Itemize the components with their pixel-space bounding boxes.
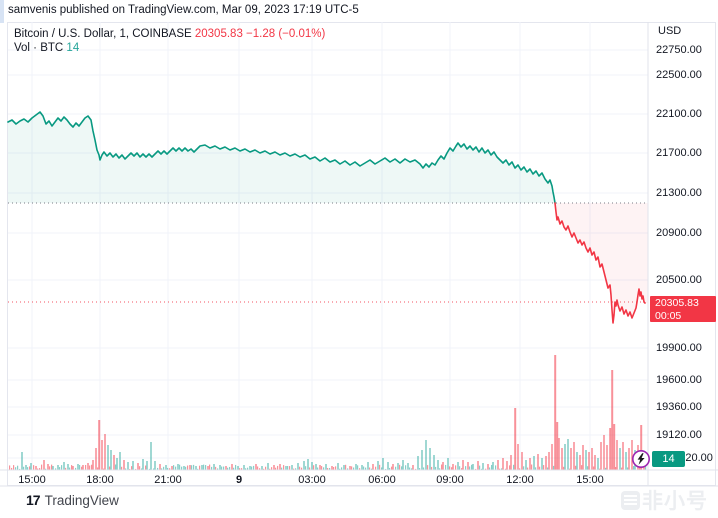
legend-volume-row: Vol · BTC 14	[14, 41, 325, 55]
legend-last-price: 20305.83	[194, 28, 243, 40]
price-axis-label: 22500.00	[656, 69, 702, 81]
price-axis-label: 20900.00	[656, 227, 702, 239]
legend-symbol-row: Bitcoin / U.S. Dollar, 1, COINBASE 20305…	[14, 27, 325, 41]
price-axis-label: 20500.00	[656, 274, 702, 286]
price-axis-label: 19360.00	[656, 401, 702, 413]
price-axis-label: 19900.00	[656, 342, 702, 354]
time-axis-label: 12:00	[506, 474, 534, 486]
tradingview-brand: TradingView	[44, 492, 119, 508]
chart-legend: Bitcoin / U.S. Dollar, 1, COINBASE 20305…	[14, 27, 325, 55]
time-axis-label: 15:00	[18, 474, 46, 486]
feixiaohao-watermark: 非小号	[621, 485, 708, 515]
tradingview-logo-icon: 17	[26, 492, 41, 508]
time-axis-label: 9	[235, 474, 243, 486]
time-axis-label: 15:00	[576, 474, 604, 486]
time-axis-label: 03:00	[298, 474, 326, 486]
legend-change: −1.28 (−0.01%)	[246, 28, 326, 40]
volume-label: Vol · BTC	[14, 42, 64, 54]
feixiaohao-logo-icon	[621, 490, 640, 510]
time-axis-label: 09:00	[436, 474, 464, 486]
price-axis-label: 22100.00	[656, 108, 702, 120]
volume-value-badge: 14	[652, 451, 685, 467]
symbol-title: Bitcoin / U.S. Dollar, 1, COINBASE	[14, 28, 192, 40]
lightning-icon	[632, 450, 650, 468]
time-axis-label: 18:00	[86, 474, 114, 486]
price-axis-label: 21300.00	[656, 187, 702, 199]
candle-countdown: 00:05	[655, 309, 682, 322]
price-axis-label: 21700.00	[656, 147, 702, 159]
time-axis-label: 21:00	[154, 474, 182, 486]
price-axis-currency: USD	[658, 25, 682, 37]
watermark-text: 非小号	[642, 490, 708, 513]
price-axis-label: 19120.00	[656, 429, 702, 441]
tradingview-footer[interactable]: 17 TradingView	[26, 492, 119, 508]
last-price-value: 20305.83	[655, 297, 699, 309]
time-axis-label: 06:00	[368, 474, 396, 486]
last-price-badge: 20305.83 00:05	[650, 296, 716, 322]
snapshot-attribution: samvenis published on TradingView.com, M…	[8, 4, 359, 16]
volume-value: 14	[66, 42, 80, 54]
price-axis-label: 19600.00	[656, 374, 702, 386]
page-edge-strip	[0, 0, 4, 23]
price-axis-label: 22750.00	[656, 44, 702, 56]
